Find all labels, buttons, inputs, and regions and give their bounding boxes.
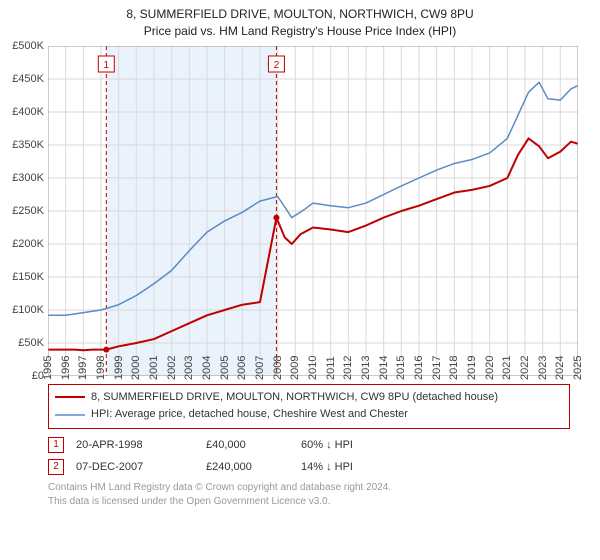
y-axis-label: £300K	[12, 172, 44, 184]
x-axis-label: 2017	[431, 355, 443, 379]
x-axis-label: 2004	[201, 355, 213, 379]
x-axis-label: 2025	[572, 355, 584, 379]
x-axis-label: 2015	[395, 355, 407, 379]
legend-row-property: 8, SUMMERFIELD DRIVE, MOULTON, NORTHWICH…	[55, 389, 563, 407]
x-axis-label: 2023	[537, 355, 549, 379]
title-subtitle: Price paid vs. HM Land Registry's House …	[0, 23, 600, 40]
x-axis-label: 2001	[148, 355, 160, 379]
x-axis-label: 2009	[289, 355, 301, 379]
legend-label-property: 8, SUMMERFIELD DRIVE, MOULTON, NORTHWICH…	[91, 389, 498, 407]
y-axis-label: £150K	[12, 271, 44, 283]
y-axis-label: £100K	[12, 304, 44, 316]
x-axis-label: 2024	[554, 355, 566, 379]
x-axis-label: 1998	[95, 355, 107, 379]
footer: Contains HM Land Registry data © Crown c…	[48, 481, 570, 509]
legend-label-hpi: HPI: Average price, detached house, Ches…	[91, 406, 408, 424]
x-axis-label: 1996	[60, 355, 72, 379]
x-axis-label: 2000	[130, 355, 142, 379]
x-axis-label: 2016	[413, 355, 425, 379]
footer-line-2: This data is licensed under the Open Gov…	[48, 495, 570, 509]
chart-svg: 12	[48, 46, 578, 376]
y-axis-label: £50K	[18, 337, 44, 349]
legend-swatch-property	[55, 392, 85, 402]
y-axis-label: £400K	[12, 106, 44, 118]
x-axis-label: 2021	[501, 355, 513, 379]
x-axis-label: 2010	[307, 355, 319, 379]
y-axis-label: £200K	[12, 238, 44, 250]
x-axis-label: 1995	[42, 355, 54, 379]
y-axis-label: £500K	[12, 40, 44, 52]
x-axis-label: 2018	[448, 355, 460, 379]
sale-marker-row-1: 1 20-APR-1998 £40,000 60% ↓ HPI	[48, 437, 570, 453]
x-axis-label: 2014	[378, 355, 390, 379]
y-axis-label: £350K	[12, 139, 44, 151]
legend: 8, SUMMERFIELD DRIVE, MOULTON, NORTHWICH…	[48, 384, 570, 429]
sale-marker-row-2: 2 07-DEC-2007 £240,000 14% ↓ HPI	[48, 459, 570, 475]
chart-area: £0£50K£100K£150K£200K£250K£300K£350K£400…	[48, 46, 578, 376]
x-axis-label: 2006	[236, 355, 248, 379]
chart-titles: 8, SUMMERFIELD DRIVE, MOULTON, NORTHWICH…	[0, 0, 600, 40]
svg-text:1: 1	[104, 60, 110, 71]
title-address: 8, SUMMERFIELD DRIVE, MOULTON, NORTHWICH…	[0, 6, 600, 23]
x-axis-label: 2019	[466, 355, 478, 379]
x-axis-label: 2013	[360, 355, 372, 379]
sale-marker-badge-1: 1	[48, 437, 64, 453]
sale-markers-table: 1 20-APR-1998 £40,000 60% ↓ HPI 2 07-DEC…	[48, 437, 570, 475]
x-axis-label: 2022	[519, 355, 531, 379]
sale-marker-date-1: 20-APR-1998	[76, 439, 206, 451]
x-axis-label: 2012	[342, 355, 354, 379]
sale-marker-price-2: £240,000	[206, 461, 301, 473]
legend-row-hpi: HPI: Average price, detached house, Ches…	[55, 406, 563, 424]
legend-swatch-hpi	[55, 410, 85, 420]
x-axis-label: 2007	[254, 355, 266, 379]
x-axis-label: 2002	[166, 355, 178, 379]
x-axis-label: 2011	[325, 356, 337, 380]
sale-marker-diff-2: 14% ↓ HPI	[301, 461, 353, 473]
x-axis-label: 2008	[272, 355, 284, 379]
page: 8, SUMMERFIELD DRIVE, MOULTON, NORTHWICH…	[0, 0, 600, 560]
svg-text:2: 2	[274, 60, 280, 71]
x-axis-label: 1999	[113, 355, 125, 379]
sale-marker-diff-1: 60% ↓ HPI	[301, 439, 353, 451]
x-axis-label: 1997	[77, 355, 89, 379]
y-axis-label: £250K	[12, 205, 44, 217]
sale-marker-badge-2: 2	[48, 459, 64, 475]
y-axis-label: £450K	[12, 73, 44, 85]
footer-line-1: Contains HM Land Registry data © Crown c…	[48, 481, 570, 495]
sale-marker-date-2: 07-DEC-2007	[76, 461, 206, 473]
x-axis-label: 2020	[484, 355, 496, 379]
x-axis-label: 2003	[183, 355, 195, 379]
sale-marker-price-1: £40,000	[206, 439, 301, 451]
x-axis-label: 2005	[219, 355, 231, 379]
